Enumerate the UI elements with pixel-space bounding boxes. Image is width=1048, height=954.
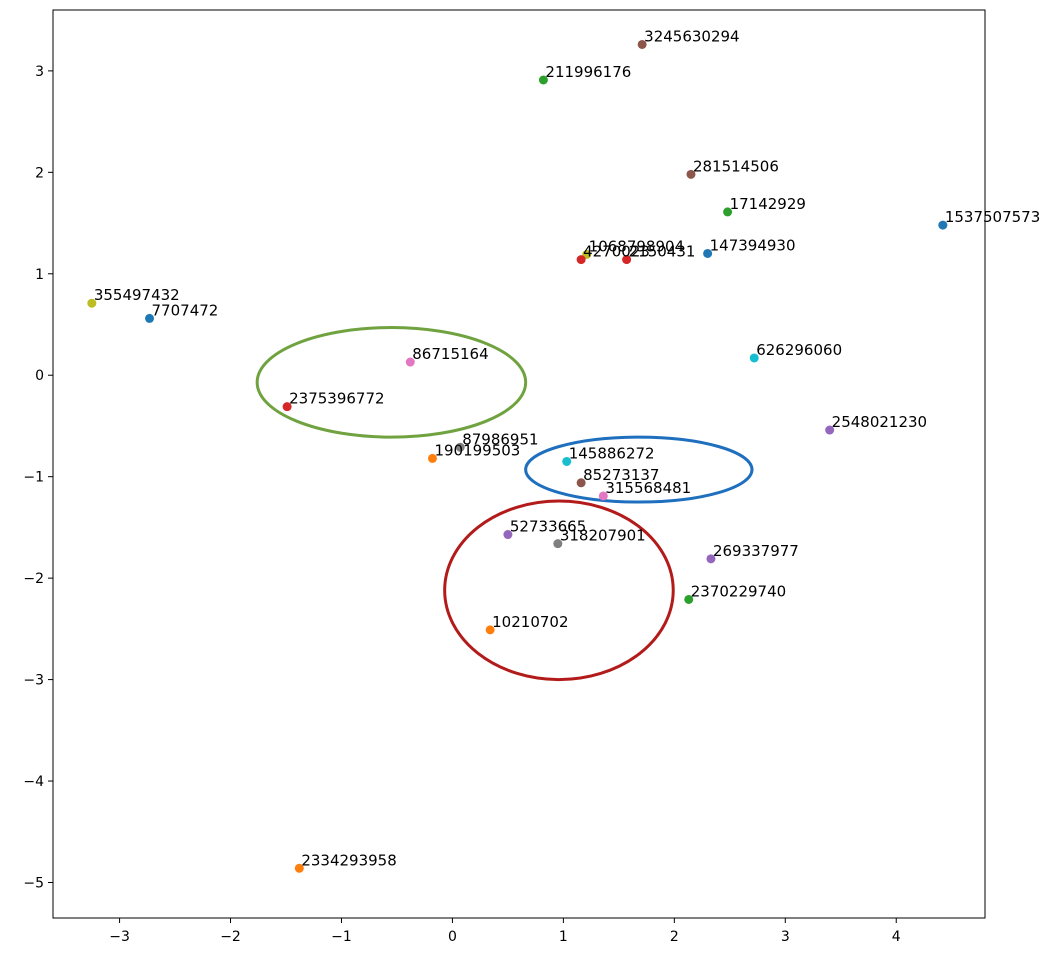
scatter-point [485,625,495,635]
point-label: 318207901 [560,527,646,545]
y-tick-label: 2 [35,165,44,181]
points-layer [87,39,948,873]
y-tick-label: −1 [23,470,44,486]
scatter-point [145,313,155,323]
point-label: 17142929 [730,195,806,213]
point-label: 190199503 [434,441,520,459]
y-tick-label: 0 [35,368,44,384]
scatter-point [637,39,647,49]
scatter-point [938,220,948,230]
scatter-point [405,357,415,367]
scatter-point [503,530,513,540]
scatter-point [455,442,465,452]
plot-frame [52,9,986,919]
x-tick-label: −3 [109,929,130,945]
point-label: 2548021230 [832,413,927,431]
point-label: 2375396772 [289,390,384,408]
highlight-ellipse [443,499,675,682]
point-label: 269337977 [713,542,799,560]
y-tick-label: −5 [23,875,44,891]
x-tick-label: 2 [670,929,679,945]
scatter-point [282,402,292,412]
point-label: 281514506 [693,157,779,175]
point-label: 86715164 [412,345,488,363]
x-tick-label: −2 [220,929,241,945]
point-label: 145886272 [569,444,655,462]
scatter-point [723,207,733,217]
point-label: 1537507573 [945,208,1040,226]
point-label: 147394930 [710,236,796,254]
labels-layer: 3245630294 211996176 281514506 17142929 1537… [94,27,1040,869]
y-tick-label: 3 [35,64,44,80]
scatter-point [538,75,548,85]
point-label: 2150431 [629,243,696,261]
scatter-point [749,353,759,363]
x-tick-label: 1 [559,929,568,945]
point-label: 2334293958 [301,851,396,869]
scatter-point [87,298,97,308]
point-label: 2370229740 [691,582,786,600]
scatter-point [706,554,716,564]
y-tick-label: −3 [23,673,44,689]
point-label: 52733665 [510,518,586,536]
scatter-point [684,594,694,604]
scatter-point [825,425,835,435]
point-label: 1068798904 [589,238,684,256]
point-label: 10210702 [492,613,568,631]
point-label: 355497432 [94,286,180,304]
scatter-point [562,456,572,466]
scatter-point [427,453,437,463]
point-label: 211996176 [545,63,631,81]
scatter-point [686,169,696,179]
point-label: 85273137 [583,466,659,484]
y-tick-label: 1 [35,267,44,283]
scatter-point [294,863,304,873]
point-label: 7707472 [152,301,219,319]
x-tick-label: −1 [331,929,352,945]
point-label: 4270023 [583,243,650,261]
scatter-point [703,248,713,258]
annotations-layer [255,326,754,682]
y-tick-label: −4 [23,774,44,790]
scatter-point [576,255,586,265]
point-label: 626296060 [756,341,842,359]
point-label: 3245630294 [644,27,739,45]
highlight-ellipse [255,326,528,439]
x-tick-label: 3 [781,929,790,945]
x-tick-label: 4 [892,929,901,945]
highlight-ellipse [524,435,754,504]
point-label: 315568481 [605,479,691,497]
x-tick-label: 0 [448,929,457,945]
scatter-point [553,539,563,549]
y-tick-label: −2 [23,571,44,587]
scatter-point [576,478,586,488]
scatter-point [598,491,608,501]
scatter-point [622,255,632,265]
axes-layer: −3 −2 −1 0 1 2 3 4 −5 −4 −3 −2 −1 0 1 2 3 [23,64,900,945]
point-label: 87986951 [462,430,538,448]
